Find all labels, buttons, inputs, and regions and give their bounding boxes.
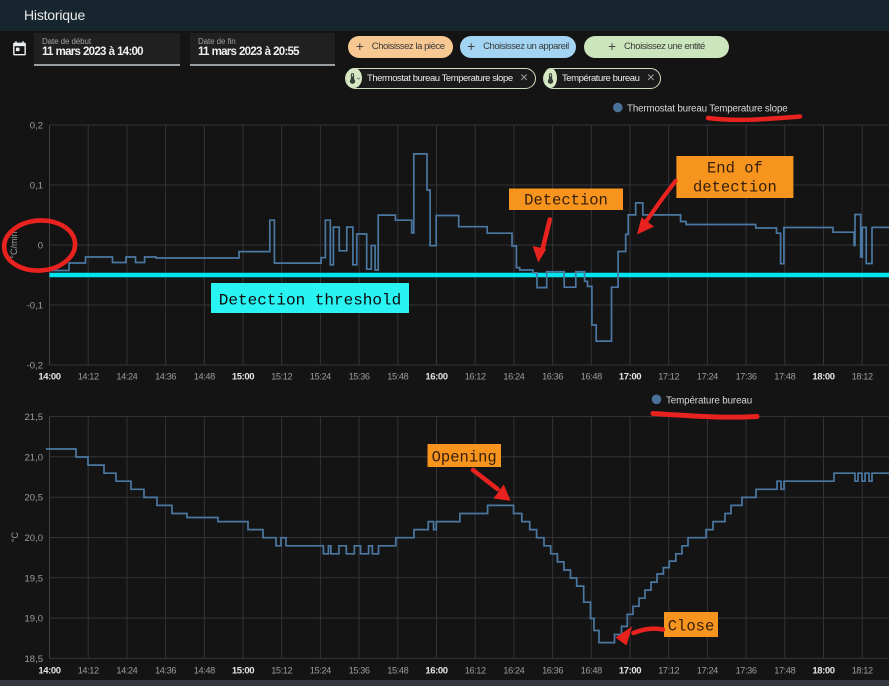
svg-text:14:24: 14:24 [116, 666, 137, 676]
svg-text:Thermostat bureau Temperature: Thermostat bureau Temperature slope [627, 104, 788, 115]
svg-text:18:12: 18:12 [852, 666, 873, 676]
svg-text:14:00: 14:00 [38, 666, 60, 677]
svg-text:14:36: 14:36 [155, 372, 176, 382]
svg-text:19,0: 19,0 [25, 614, 44, 625]
svg-text:16:24: 16:24 [503, 372, 524, 382]
svg-text:16:48: 16:48 [581, 372, 602, 382]
svg-text:18:12: 18:12 [852, 372, 873, 382]
svg-text:Detection: Detection [524, 192, 608, 210]
svg-text:18:00: 18:00 [812, 666, 834, 677]
svg-text:17:12: 17:12 [658, 372, 679, 382]
svg-text:15:24: 15:24 [310, 666, 331, 676]
svg-text:21,0: 21,0 [25, 452, 44, 463]
svg-text:20,5: 20,5 [25, 493, 44, 504]
svg-text:14:12: 14:12 [78, 666, 99, 676]
svg-text:0,2: 0,2 [30, 121, 43, 132]
svg-text:15:00: 15:00 [232, 666, 254, 677]
svg-text:15:12: 15:12 [271, 666, 292, 676]
svg-text:18,5: 18,5 [25, 654, 44, 665]
svg-text:19,5: 19,5 [25, 573, 44, 584]
svg-text:Température bureau: Température bureau [666, 395, 752, 406]
svg-text:17:36: 17:36 [736, 372, 757, 382]
svg-text:15:24: 15:24 [310, 372, 331, 382]
svg-text:16:24: 16:24 [503, 666, 524, 676]
svg-text:14:48: 14:48 [194, 372, 215, 382]
svg-text:15:36: 15:36 [349, 666, 370, 676]
svg-text:-0,2: -0,2 [27, 361, 43, 372]
svg-text:17:24: 17:24 [697, 666, 718, 676]
svg-text:15:48: 15:48 [387, 372, 408, 382]
svg-text:14:12: 14:12 [78, 372, 99, 382]
svg-text:°C/min: °C/min [9, 231, 19, 258]
svg-text:16:48: 16:48 [581, 666, 602, 676]
svg-text:17:48: 17:48 [774, 666, 795, 676]
svg-text:16:36: 16:36 [542, 372, 563, 382]
svg-text:°C: °C [10, 531, 20, 542]
svg-text:Opening: Opening [432, 449, 497, 467]
svg-text:0,1: 0,1 [30, 181, 43, 192]
svg-text:End of: End of [707, 160, 763, 178]
svg-text:17:00: 17:00 [619, 372, 641, 383]
svg-text:Close: Close [668, 618, 715, 636]
svg-text:16:00: 16:00 [425, 666, 447, 677]
svg-text:17:48: 17:48 [774, 372, 795, 382]
svg-text:16:36: 16:36 [542, 666, 563, 676]
svg-text:0: 0 [38, 241, 43, 252]
svg-text:16:12: 16:12 [465, 666, 486, 676]
svg-text:15:12: 15:12 [271, 372, 292, 382]
svg-text:17:24: 17:24 [697, 372, 718, 382]
svg-text:17:36: 17:36 [736, 666, 757, 676]
svg-text:detection: detection [693, 179, 777, 197]
svg-text:20,0: 20,0 [25, 533, 44, 544]
svg-text:-0,1: -0,1 [27, 301, 43, 312]
svg-text:21,5: 21,5 [25, 412, 44, 423]
svg-text:15:00: 15:00 [232, 372, 254, 383]
svg-text:16:12: 16:12 [465, 372, 486, 382]
svg-text:14:36: 14:36 [155, 666, 176, 676]
svg-text:14:24: 14:24 [116, 372, 137, 382]
svg-text:14:48: 14:48 [194, 666, 215, 676]
svg-text:17:12: 17:12 [658, 666, 679, 676]
svg-text:18:00: 18:00 [812, 372, 834, 383]
svg-text:15:36: 15:36 [349, 372, 370, 382]
svg-text:16:00: 16:00 [425, 372, 447, 383]
svg-text:14:00: 14:00 [38, 372, 60, 383]
svg-text:Detection threshold: Detection threshold [219, 292, 401, 310]
svg-text:15:48: 15:48 [387, 666, 408, 676]
svg-text:17:00: 17:00 [619, 666, 641, 677]
